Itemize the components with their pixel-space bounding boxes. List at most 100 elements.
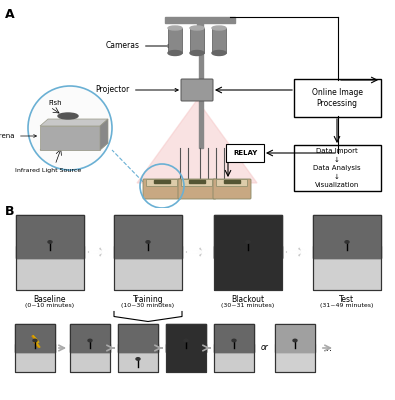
Circle shape: [28, 86, 112, 170]
Bar: [212, 28, 226, 53]
Ellipse shape: [146, 241, 150, 243]
Polygon shape: [40, 126, 100, 150]
FancyBboxPatch shape: [143, 179, 181, 199]
Ellipse shape: [48, 241, 52, 243]
Text: Baseline: Baseline: [34, 294, 66, 304]
Text: A: A: [5, 8, 15, 21]
Text: Online Image
Processing: Online Image Processing: [312, 88, 363, 108]
Bar: [168, 28, 182, 53]
Bar: [199, 90, 203, 148]
Bar: [16, 246, 84, 258]
FancyBboxPatch shape: [294, 145, 381, 191]
Bar: [15, 324, 55, 352]
Bar: [114, 214, 182, 258]
Bar: [118, 324, 158, 372]
Bar: [166, 324, 206, 372]
Text: (0~10 minutes): (0~10 minutes): [25, 302, 75, 308]
Bar: [214, 324, 254, 352]
Bar: [214, 324, 254, 372]
Ellipse shape: [345, 241, 349, 243]
Ellipse shape: [136, 358, 140, 360]
Bar: [114, 214, 182, 290]
Polygon shape: [137, 100, 257, 183]
Bar: [313, 214, 381, 290]
Bar: [275, 324, 315, 352]
Bar: [214, 344, 254, 352]
Text: Cameras: Cameras: [106, 42, 171, 50]
Bar: [313, 246, 381, 258]
Ellipse shape: [168, 26, 182, 30]
Text: Infrared Light Source: Infrared Light Source: [15, 168, 81, 173]
Bar: [118, 344, 158, 352]
Bar: [224, 180, 240, 183]
Bar: [70, 324, 110, 372]
Ellipse shape: [190, 26, 204, 30]
Bar: [165, 17, 235, 23]
Bar: [70, 324, 110, 372]
Bar: [16, 214, 84, 290]
Ellipse shape: [184, 339, 188, 342]
Bar: [15, 344, 55, 352]
FancyBboxPatch shape: [294, 79, 381, 117]
Text: B: B: [5, 205, 15, 218]
Polygon shape: [33, 336, 40, 348]
Ellipse shape: [88, 339, 92, 342]
Text: Blackout: Blackout: [231, 294, 265, 304]
Ellipse shape: [33, 339, 37, 342]
Ellipse shape: [190, 50, 204, 56]
FancyBboxPatch shape: [147, 180, 177, 186]
Ellipse shape: [58, 113, 78, 119]
Bar: [166, 324, 206, 352]
Bar: [70, 344, 110, 352]
FancyBboxPatch shape: [213, 179, 251, 199]
Text: Data Import
↓
Data Analysis
↓
Visualization: Data Import ↓ Data Analysis ↓ Visualizat…: [313, 148, 361, 188]
Polygon shape: [40, 143, 108, 150]
Text: (10~30 minutes): (10~30 minutes): [121, 302, 175, 308]
Bar: [313, 214, 381, 290]
Bar: [214, 214, 282, 290]
Bar: [313, 214, 381, 258]
Polygon shape: [100, 119, 108, 150]
Bar: [214, 246, 282, 258]
Text: Projector: Projector: [96, 86, 178, 94]
Bar: [16, 214, 84, 290]
Bar: [199, 53, 203, 90]
Text: ...: ...: [323, 343, 332, 353]
Ellipse shape: [232, 339, 236, 342]
Bar: [70, 324, 110, 352]
Bar: [275, 324, 315, 372]
Polygon shape: [40, 119, 108, 126]
Text: Training: Training: [133, 294, 163, 304]
Bar: [214, 214, 282, 290]
Bar: [118, 324, 158, 372]
Text: (30~31 minutes): (30~31 minutes): [221, 302, 275, 308]
Bar: [15, 324, 55, 372]
Bar: [275, 324, 315, 372]
Bar: [214, 214, 282, 258]
Bar: [166, 344, 206, 352]
Bar: [15, 324, 55, 372]
FancyBboxPatch shape: [178, 179, 216, 199]
Bar: [199, 90, 203, 148]
Ellipse shape: [212, 50, 226, 56]
Ellipse shape: [212, 26, 226, 30]
Bar: [114, 214, 182, 290]
Bar: [166, 324, 206, 372]
Text: or: or: [261, 344, 268, 352]
FancyBboxPatch shape: [181, 180, 213, 186]
Ellipse shape: [168, 50, 182, 56]
Bar: [189, 180, 205, 183]
Text: Fish: Fish: [48, 100, 62, 106]
Bar: [275, 344, 315, 352]
Ellipse shape: [293, 339, 297, 342]
Bar: [214, 324, 254, 372]
Bar: [114, 246, 182, 258]
Text: Test: Test: [339, 294, 355, 304]
Bar: [197, 23, 203, 53]
Bar: [16, 214, 84, 258]
FancyBboxPatch shape: [181, 79, 213, 101]
Bar: [154, 180, 170, 183]
FancyBboxPatch shape: [226, 144, 264, 162]
Bar: [190, 28, 204, 53]
FancyBboxPatch shape: [216, 180, 248, 186]
